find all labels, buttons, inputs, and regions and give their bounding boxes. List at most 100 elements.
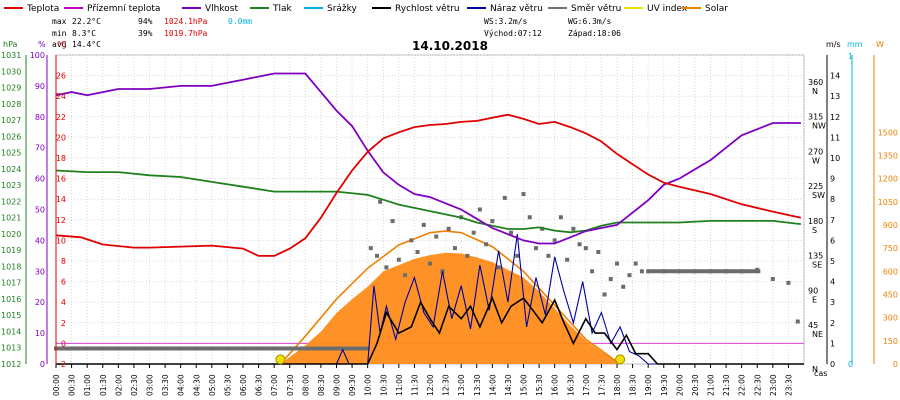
humidity-tick: 100	[30, 51, 45, 60]
x-tick-label: 00:00	[52, 374, 61, 396]
x-tick-label: 10:00	[364, 374, 373, 396]
x-tick-label: 19:00	[644, 374, 653, 396]
x-tick-label: 08:30	[317, 374, 326, 396]
solar-tick: 1050	[878, 198, 898, 207]
wind-direction-point	[795, 319, 800, 324]
wind-direction-point	[368, 246, 373, 251]
x-tick-label: 11:30	[410, 374, 419, 396]
temperature-tick: 10	[56, 236, 66, 245]
wind-tick: 10	[830, 154, 840, 163]
legend-label: Přízemní teplota	[87, 4, 160, 14]
wind-direction-point	[577, 242, 582, 247]
legend-label: Náraz větru	[490, 4, 543, 14]
legend-label: Teplota	[26, 4, 59, 14]
humidity-tick: 10	[35, 329, 45, 338]
direction-name-tick: W	[812, 156, 820, 165]
humidity-tick: 40	[35, 236, 45, 245]
solar-max-line	[279, 230, 621, 365]
temperature-tick: 14	[56, 195, 66, 204]
pressure-line	[55, 169, 802, 234]
x-tick-label: 14:00	[488, 374, 497, 396]
pressure-tick: 1029	[1, 84, 21, 93]
direction-name-tick: SW	[812, 191, 825, 200]
wind-direction-point	[415, 249, 420, 254]
humidity-axis-label: %	[38, 40, 46, 49]
x-tick-label: 14:30	[504, 374, 513, 396]
wind-direction-point	[403, 273, 408, 278]
x-tick-label: 04:00	[177, 374, 186, 396]
stat-humidity: 94%	[138, 17, 153, 26]
solar-tick: 300	[883, 314, 898, 323]
temperature-tick: 24	[56, 92, 66, 101]
solar-tick: 900	[883, 221, 898, 230]
solar-tick: 0	[893, 360, 898, 369]
pressure-tick: 1016	[1, 295, 21, 304]
x-tick-label: 09:00	[333, 374, 342, 396]
x-tick-label: 09:30	[348, 374, 357, 396]
x-tick-label: 21:00	[707, 374, 716, 396]
pressure-tick: 1031	[1, 51, 21, 60]
x-tick-label: 15:30	[535, 374, 544, 396]
wind-tick: 7	[830, 216, 835, 225]
wind-tick: 5	[830, 257, 835, 266]
stat-temp: 22.2°C	[72, 17, 101, 26]
direction-degree-tick: 270	[808, 147, 823, 156]
stat-label: min	[52, 29, 67, 38]
stat-label: max	[52, 17, 67, 26]
temperature-tick: 20	[56, 133, 66, 142]
x-tick-label: 07:00	[270, 374, 279, 396]
x-tick-label: 16:30	[566, 374, 575, 396]
temperature-tick: 0	[61, 339, 66, 348]
humidity-tick: 60	[35, 175, 45, 184]
pressure-tick: 1013	[1, 344, 21, 353]
wind-direction-point	[527, 215, 532, 220]
x-tick-label: 22:00	[738, 374, 747, 396]
wind-direction-point	[515, 253, 520, 258]
wind-direction-point	[396, 257, 401, 262]
humidity-tick: 0	[40, 360, 45, 369]
temperature-tick: 2	[61, 319, 66, 328]
wind-direction-point	[565, 257, 570, 262]
solar-tick: 750	[883, 244, 898, 253]
x-tick-label: 13:30	[473, 374, 482, 396]
pressure-tick: 1018	[1, 262, 21, 271]
wind-direction-point	[502, 195, 507, 200]
temperature-tick: 8	[61, 257, 66, 266]
wind-direction-point	[509, 230, 514, 235]
solar-tick: 150	[883, 337, 898, 346]
wind-axis-label: m/s	[826, 40, 841, 49]
wind-direction-point	[608, 277, 613, 282]
x-tick-label: 20:00	[675, 374, 684, 396]
wind-tick: 2	[830, 319, 835, 328]
pressure-tick: 1028	[1, 100, 21, 109]
humidity-tick: 70	[35, 144, 45, 153]
temperature-line	[55, 113, 802, 257]
x-tick-label: 18:30	[629, 374, 638, 396]
legend-label: Tlak	[272, 4, 293, 14]
solar-tick: 600	[883, 267, 898, 276]
solar-tick: 1350	[878, 151, 898, 160]
stats-panel: max 22.2°C 94% 1024.1hPa 0.0mm min 8.3°C 39% 101…	[52, 17, 621, 49]
direction-degree-tick: 360	[808, 78, 823, 87]
x-tick-label: 22:30	[753, 374, 762, 396]
wind-direction-point	[621, 284, 626, 289]
humidity-tick: 90	[35, 82, 45, 91]
legend-label: Směr větru	[571, 4, 621, 14]
wind-direction-point	[409, 238, 414, 243]
right-axes: N45NE90E135SE180S225SW270W315NW360Nm/s01…	[808, 40, 898, 374]
wind-direction-point	[471, 230, 476, 235]
chart-legend: Teplota Přízemní teplota Vlhkost Tlak Srážky…	[4, 4, 728, 14]
pressure-tick: 1024	[1, 165, 21, 174]
wind-tick: 11	[830, 133, 840, 142]
stat-wind-speed: WS:3.2m/s	[484, 17, 528, 26]
wind-direction-point	[452, 246, 457, 251]
uv-marker	[275, 354, 286, 365]
x-tick-label: 05:30	[223, 374, 232, 396]
wind-direction-point	[590, 269, 595, 274]
plot-area	[54, 72, 804, 365]
x-tick-label: 18:00	[613, 374, 622, 396]
stat-pressure: 1024.1hPa	[164, 17, 208, 26]
pressure-tick: 1012	[1, 360, 21, 369]
stat-sunset: Západ:18:06	[568, 29, 621, 38]
legend-label: Rychlost větru	[395, 4, 460, 14]
